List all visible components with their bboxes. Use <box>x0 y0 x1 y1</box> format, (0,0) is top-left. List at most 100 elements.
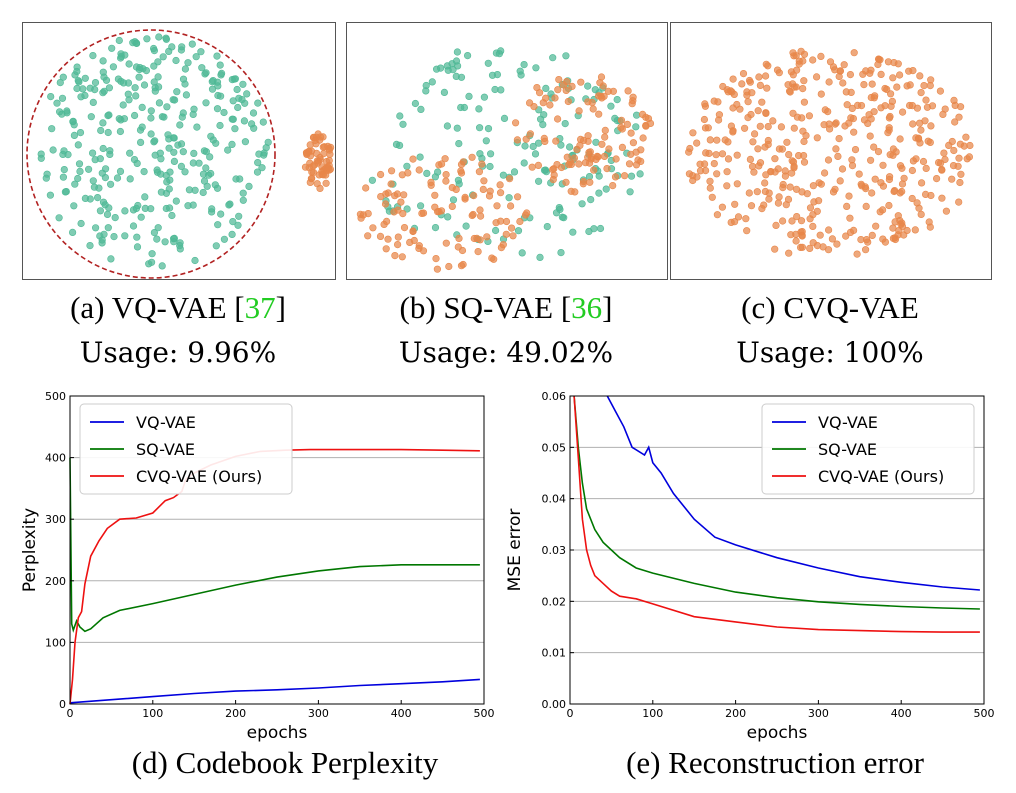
scatter-point-orange <box>922 190 930 198</box>
scatter-point-green <box>60 147 68 155</box>
scatter-point-orange <box>419 247 428 255</box>
scatter-point-orange <box>792 237 800 245</box>
scatter-point-orange <box>756 122 764 130</box>
scatter-point-orange <box>318 170 326 178</box>
scatter-point-green <box>156 149 164 157</box>
scatter-point-green <box>98 169 106 177</box>
scatter-point-green <box>557 249 565 257</box>
scatter-point-orange <box>718 150 727 158</box>
scatter-point-green <box>193 123 201 131</box>
scatter-point-green <box>202 99 210 107</box>
caption-a-suffix: ] <box>275 290 286 325</box>
x-axis-label: epochs <box>747 723 808 743</box>
y-tick-label: 0 <box>59 698 66 711</box>
scatter-point-orange <box>623 120 632 128</box>
scatter-point-green <box>241 138 249 146</box>
scatter-point-green <box>141 193 149 201</box>
scatter-point-orange <box>609 182 617 190</box>
scatter-point-orange <box>847 114 855 122</box>
scatter-point-green <box>209 76 217 85</box>
scatter-point-orange <box>470 192 478 200</box>
scatter-point-orange <box>590 166 598 174</box>
scatter-point-orange <box>409 227 417 235</box>
scatter-point-orange <box>955 154 963 162</box>
scatter-point-orange <box>774 165 782 173</box>
x-tick-label: 200 <box>725 707 746 720</box>
scatter-point-orange <box>738 80 746 88</box>
x-tick-label: 300 <box>308 707 329 720</box>
scatter-point-orange <box>896 135 904 143</box>
scatter-point-orange <box>376 170 385 179</box>
scatter-point-orange <box>761 72 770 80</box>
scatter-point-green <box>562 52 570 60</box>
scatter-point-green <box>199 188 207 197</box>
scatter-panel-cvqvae <box>670 22 992 280</box>
caption-a-cite[interactable]: 37 <box>244 290 276 325</box>
scatter-point-orange <box>562 86 570 94</box>
scatter-point-orange <box>810 198 818 206</box>
scatter-point-green <box>232 175 240 183</box>
scatter-point-orange <box>586 178 594 186</box>
scatter-point-orange <box>748 162 757 170</box>
scatter-point-orange <box>754 107 762 115</box>
scatter-point-orange <box>551 94 559 102</box>
scatter-point-green <box>181 65 189 73</box>
scatter-point-green <box>177 46 185 54</box>
caption-b-cite[interactable]: 36 <box>571 290 603 325</box>
scatter-point-orange <box>908 166 916 175</box>
scatter-point-orange <box>955 113 963 121</box>
scatter-point-orange <box>800 77 808 85</box>
scatter-point-orange <box>831 120 839 128</box>
y-tick-label: 300 <box>45 513 66 526</box>
scatter-point-orange <box>850 128 858 136</box>
scatter-point-orange <box>513 136 521 144</box>
scatter-point-green <box>243 90 251 98</box>
scatter-point-green <box>170 148 178 156</box>
scatter-point-orange <box>600 152 609 160</box>
scatter-point-orange <box>774 199 782 207</box>
scatter-point-green <box>235 94 243 102</box>
scatter-point-orange <box>601 126 609 134</box>
scatter-point-green <box>633 111 641 119</box>
scatter-point-orange <box>724 155 733 163</box>
scatter-point-orange <box>418 209 426 217</box>
scatter-point-orange <box>733 100 741 109</box>
scatter-point-orange <box>843 101 851 109</box>
scatter-point-orange <box>534 161 542 169</box>
scatter-point-orange <box>592 155 600 163</box>
scatter-point-green <box>106 180 115 188</box>
scatter-point-orange <box>516 217 524 226</box>
scatter-point-green <box>179 148 187 156</box>
scatter-point-orange <box>387 167 396 175</box>
scatter-point-green <box>542 84 550 93</box>
scatter-point-orange <box>809 211 817 219</box>
scatter-point-green <box>228 75 236 84</box>
scatter-point-orange <box>584 98 592 106</box>
scatter-point-orange <box>957 170 965 178</box>
scatter-point-green <box>543 223 551 231</box>
scatter-point-orange <box>476 206 484 214</box>
scatter-point-orange <box>826 125 834 133</box>
scatter-point-green <box>444 213 452 221</box>
scatter-point-green <box>117 50 125 58</box>
scatter-point-green <box>160 113 168 121</box>
scatter-point-green <box>492 226 500 235</box>
scatter-point-orange <box>718 203 727 211</box>
scatter-point-green <box>155 99 163 107</box>
scatter-point-orange <box>506 175 514 183</box>
scatter-point-green <box>556 205 564 213</box>
scatter-point-green <box>203 182 211 190</box>
scatter-point-orange <box>319 133 327 141</box>
scatter-point-green <box>136 138 145 146</box>
scatter-point-orange <box>933 175 941 183</box>
scatter-point-green <box>81 194 90 202</box>
scatter-point-orange <box>846 70 854 79</box>
scatter-point-orange <box>843 202 851 210</box>
scatter-point-orange <box>686 144 694 153</box>
scatter-point-green <box>100 230 108 238</box>
scatter-point-orange <box>634 156 642 164</box>
scatter-point-green <box>99 144 107 153</box>
scatter-point-orange <box>909 120 917 128</box>
scatter-point-green <box>70 202 78 210</box>
scatter-point-green <box>497 86 505 94</box>
